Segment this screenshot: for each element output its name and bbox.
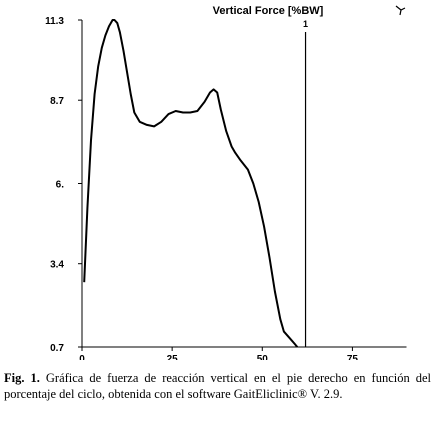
caption-text: Gráfica de fuerza de reacción vertical e…	[4, 371, 431, 401]
y-tick-label: 6.	[56, 180, 65, 191]
vertical-force-line	[83, 19, 299, 348]
y-tick-label: 8.7	[50, 96, 64, 107]
figure-caption: Fig. 1. Gráfica de fuerza de reacción ve…	[4, 371, 431, 402]
plot-area: 0.7 3.4 6. 8.7 11.3 0 25 50 75 1	[45, 16, 407, 360]
figure-label: Fig. 1.	[4, 371, 40, 385]
x-tick-label: 75	[347, 354, 359, 360]
y-tick-label: 3.4	[50, 260, 64, 271]
cursor-icon	[395, 5, 406, 16]
y-tick-label: 0.7	[50, 343, 64, 354]
x-tick-label: 0	[79, 354, 85, 360]
y-tick-label: 11.3	[45, 16, 64, 27]
cycle-marker-label: 1	[303, 19, 308, 29]
chart-title: Vertical Force [%BW]	[213, 5, 324, 17]
x-tick-label: 50	[257, 354, 269, 360]
vertical-force-chart: Vertical Force [%BW] 0.7 3.4 6. 8.7 11.3 0 25 5…	[45, 5, 407, 360]
x-tick-label: 25	[167, 354, 179, 360]
